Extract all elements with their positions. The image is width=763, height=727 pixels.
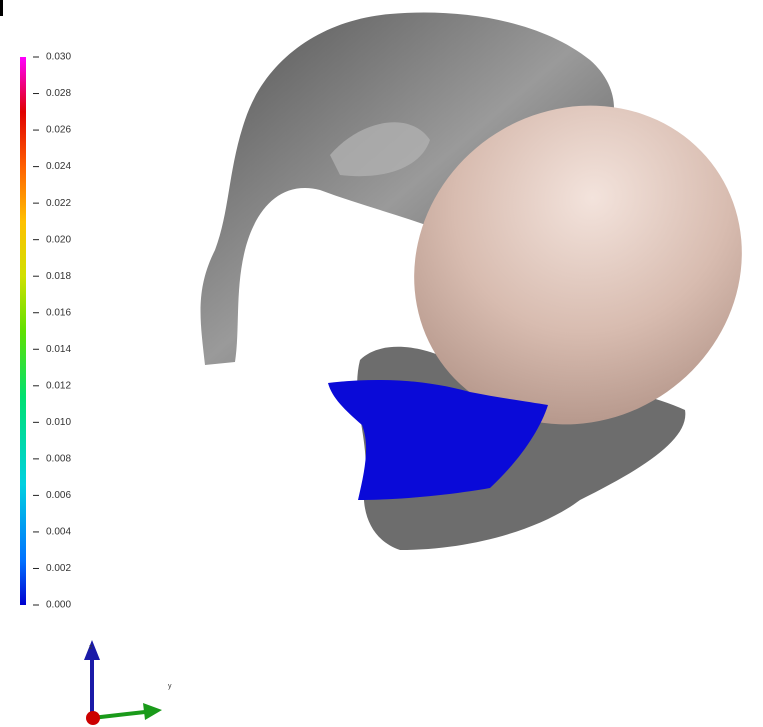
tick-label: 0.014 bbox=[46, 344, 71, 355]
tick-label: 0.002 bbox=[46, 563, 71, 574]
tick-label: 0.004 bbox=[46, 527, 71, 538]
tick-label: 0.022 bbox=[46, 198, 71, 209]
tick-label: 0.028 bbox=[46, 88, 71, 99]
page: 0.030 0.028 0.026 0.024 0.022 0.020 0.018 0.016… bbox=[0, 0, 763, 727]
y-arrow bbox=[143, 703, 162, 720]
tick-label: 0.012 bbox=[46, 380, 71, 391]
viewport: 0.030 0.028 0.026 0.024 0.022 0.020 0.018 0.016… bbox=[0, 0, 763, 727]
corner-mark bbox=[0, 0, 3, 16]
tick-label: 0.016 bbox=[46, 307, 71, 318]
tick-label: 0.024 bbox=[46, 161, 71, 172]
tick-label: 0.018 bbox=[46, 271, 71, 282]
tick-label: 0.000 bbox=[46, 600, 71, 611]
tick-label: 0.026 bbox=[46, 125, 71, 136]
tick-label: 0.020 bbox=[46, 234, 71, 245]
tick-label: 0.010 bbox=[46, 417, 71, 428]
z-label: z bbox=[89, 644, 93, 651]
color-bar bbox=[20, 57, 26, 605]
origin bbox=[86, 711, 100, 725]
legend-ticks: 0.030 0.028 0.026 0.024 0.022 0.020 0.018 0.016… bbox=[33, 52, 71, 611]
y-axis bbox=[92, 712, 145, 718]
y-label: y bbox=[168, 683, 172, 690]
tick-label: 0.008 bbox=[46, 454, 71, 465]
tick-label: 0.006 bbox=[46, 490, 71, 501]
tick-label: 0.030 bbox=[46, 52, 71, 63]
